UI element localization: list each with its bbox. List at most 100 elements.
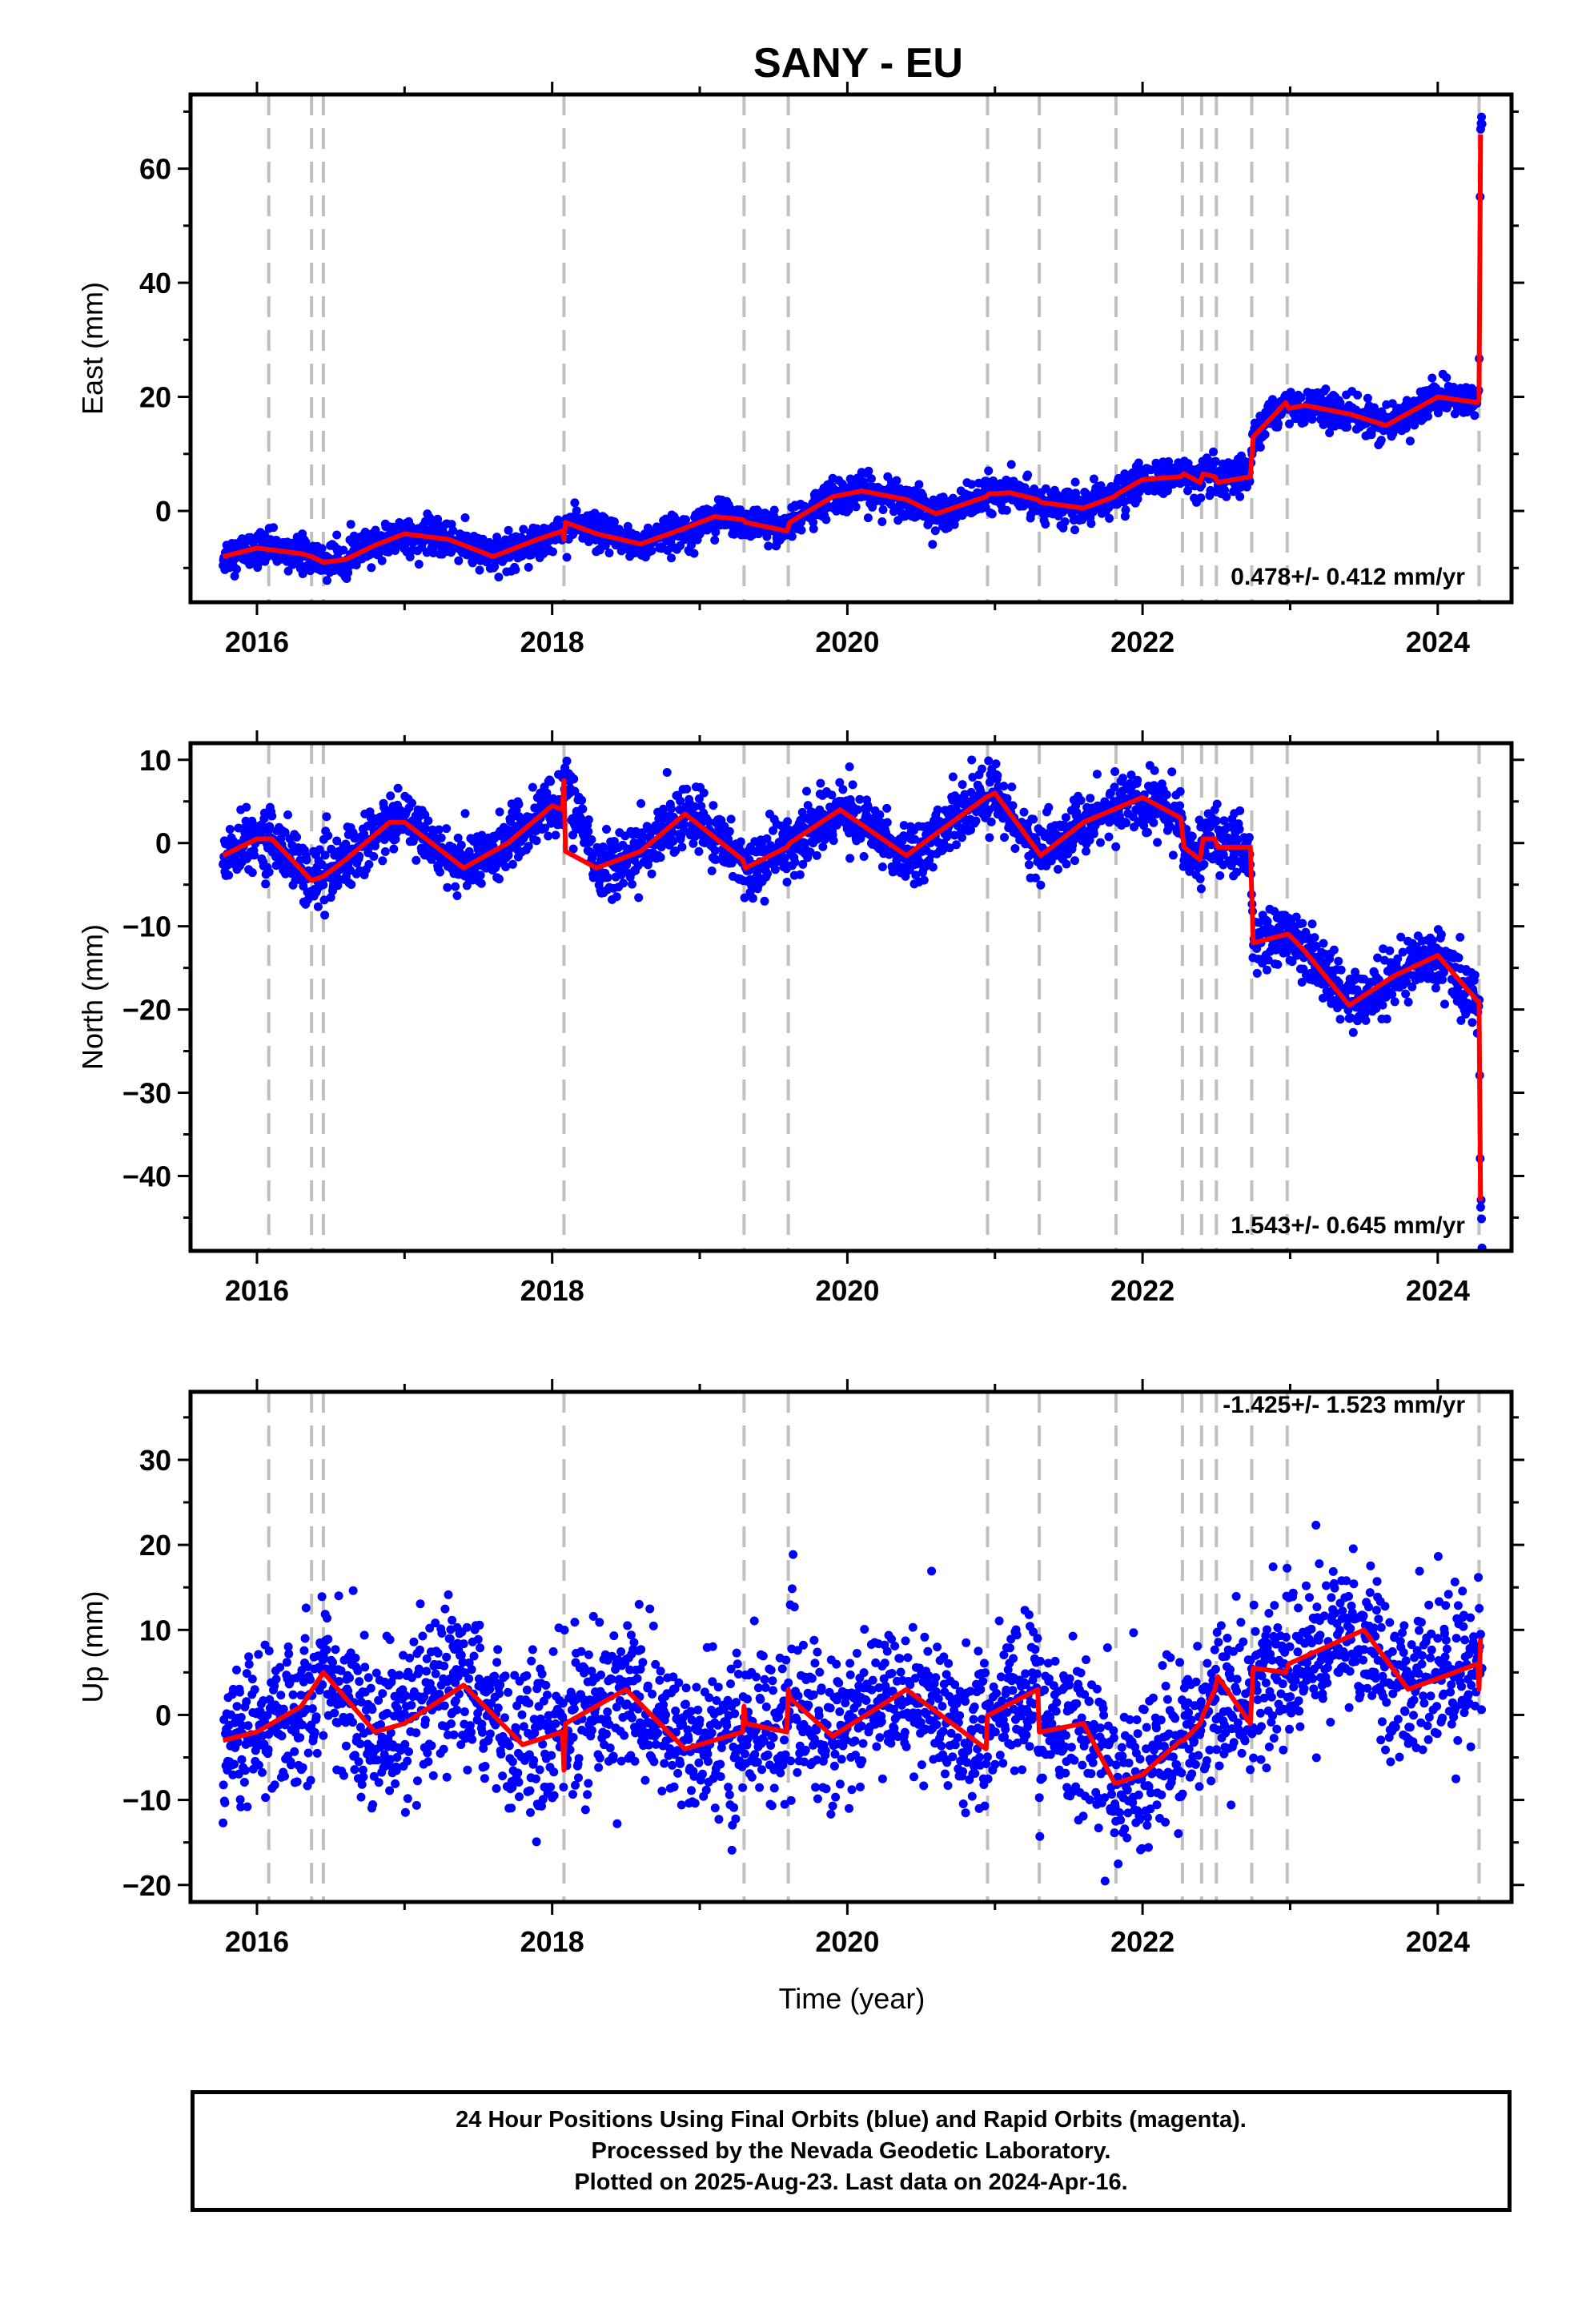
observation-points [219, 112, 1487, 585]
data-point [911, 870, 921, 880]
data-point [1002, 794, 1012, 803]
data-point [609, 837, 619, 846]
data-point [420, 824, 430, 834]
data-point [760, 896, 769, 906]
data-point [930, 526, 940, 536]
data-point [694, 794, 704, 803]
data-point [1070, 477, 1080, 487]
data-point [1089, 474, 1098, 484]
data-point [933, 805, 942, 814]
data-point [1398, 947, 1407, 957]
data-point [453, 833, 463, 842]
data-point [1456, 932, 1465, 942]
data-point [1387, 399, 1397, 408]
data-point [1167, 767, 1177, 777]
data-point [1060, 517, 1070, 526]
data-point [845, 762, 854, 771]
data-point [456, 840, 466, 850]
data-point [1126, 770, 1136, 780]
data-point [780, 853, 789, 862]
data-point [1423, 412, 1432, 421]
data-point [1390, 997, 1399, 1007]
data-point [929, 495, 938, 505]
data-point [264, 867, 274, 877]
data-point [680, 820, 689, 830]
data-point [699, 788, 709, 798]
data-point [710, 846, 720, 855]
data-point [866, 474, 876, 484]
data-point [371, 525, 380, 535]
data-point [1196, 884, 1206, 894]
data-point [232, 565, 241, 574]
data-point [948, 772, 958, 782]
data-point [319, 880, 328, 890]
data-point [763, 869, 772, 879]
data-point [1401, 989, 1411, 999]
data-point [1031, 873, 1040, 883]
data-point [1235, 825, 1244, 834]
data-point [511, 565, 520, 574]
data-point [1336, 965, 1346, 975]
data-point [1235, 492, 1245, 501]
data-point [950, 520, 959, 529]
data-point [1361, 1015, 1371, 1025]
data-point [952, 840, 961, 850]
data-point [783, 817, 793, 826]
data-point [1382, 1014, 1391, 1023]
data-point [851, 502, 861, 512]
data-point [782, 878, 792, 887]
data-point [408, 798, 416, 808]
data-point [1199, 859, 1209, 869]
data-point [405, 553, 415, 561]
data-point [355, 851, 364, 861]
data-point [928, 862, 938, 872]
data-point [802, 786, 811, 796]
x-axis: 2016 2018 2020 2022 2024 [225, 82, 1470, 658]
data-point [1405, 436, 1415, 446]
plot-frame [188, 92, 1514, 605]
data-point [863, 803, 873, 812]
data-point [999, 782, 1009, 791]
data-point [967, 755, 977, 765]
data-point [313, 902, 323, 911]
data-point [827, 790, 837, 800]
data-point [762, 532, 772, 541]
data-point [1070, 525, 1079, 535]
data-point [769, 505, 779, 515]
data-point [1019, 807, 1029, 817]
data-point [1371, 1003, 1381, 1013]
y-tick-label: 20 [139, 381, 171, 414]
data-point [460, 513, 470, 522]
data-point [1427, 935, 1437, 945]
data-point [679, 826, 689, 836]
data-point [302, 855, 311, 865]
data-point [320, 911, 330, 920]
data-point [812, 850, 821, 860]
data-point [829, 836, 838, 846]
data-point [1220, 485, 1229, 495]
data-point [443, 883, 452, 892]
data-point [704, 818, 713, 826]
data-point [250, 850, 259, 860]
data-point [1111, 842, 1121, 851]
data-point [295, 855, 305, 865]
data-point [364, 859, 374, 869]
data-point [612, 892, 621, 902]
data-point [267, 811, 277, 821]
data-point [406, 521, 416, 531]
data-point [669, 837, 678, 846]
model-line [222, 134, 1484, 565]
data-point [1166, 822, 1175, 831]
data-point [864, 466, 873, 476]
panel-north: 2016 2018 2020 2022 2024−40−30−20−10010North… [76, 730, 1524, 1307]
data-point [332, 836, 342, 846]
data-point [1402, 423, 1411, 432]
observation-points [219, 755, 1487, 1251]
data-point [604, 549, 614, 557]
data-point [424, 816, 433, 826]
data-point [1061, 813, 1070, 822]
data-point [1376, 436, 1386, 445]
data-point [346, 520, 355, 529]
data-point [1029, 814, 1038, 824]
